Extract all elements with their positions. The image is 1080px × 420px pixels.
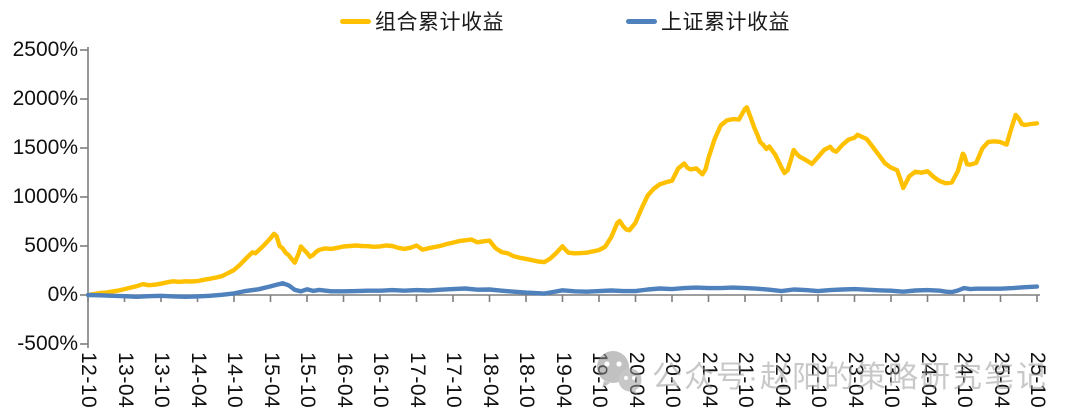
x-axis-label: 24-04 <box>916 352 940 409</box>
y-axis-label: -500% <box>17 332 78 355</box>
y-axis-label: 500% <box>24 234 78 257</box>
x-axis-label: 22-04 <box>770 352 794 409</box>
x-axis-label: 25-10 <box>1026 352 1049 409</box>
x-axis-label: 23-10 <box>880 352 903 409</box>
x-axis-label: 13-04 <box>113 352 137 409</box>
x-axis-label: 12-10 <box>77 352 100 409</box>
series-line-portfolio[interactable] <box>85 105 1040 298</box>
x-axis-label: 20-04 <box>624 352 648 409</box>
index-line-swatch <box>626 18 657 24</box>
legend: 组合累计收益 上证累计收益 <box>0 0 1080 42</box>
x-axis-label: 24-10 <box>953 352 976 409</box>
x-axis-label: 16-10 <box>369 352 392 409</box>
x-axis-label: 22-10 <box>807 352 830 409</box>
x-axis-label: 17-10 <box>442 352 465 409</box>
y-axis-label: 1000% <box>12 185 78 208</box>
legend-label-portfolio: 组合累计收益 <box>375 11 504 34</box>
x-axis-label: 13-10 <box>150 352 173 409</box>
x-axis-label: 18-04 <box>478 352 502 409</box>
portfolio-line-swatch <box>340 18 371 24</box>
x-axis-label: 23-04 <box>843 352 867 409</box>
legend-item-portfolio[interactable]: 组合累计收益 <box>340 0 504 42</box>
y-axis-label: 1500% <box>12 136 78 159</box>
x-axis-label: 16-04 <box>332 352 356 409</box>
x-axis-label: 20-10 <box>661 352 684 409</box>
x-axis-label: 14-10 <box>223 352 246 409</box>
x-axis-label: 18-10 <box>515 352 538 409</box>
x-axis-label: 14-04 <box>186 352 210 409</box>
x-axis-label: 19-10 <box>588 352 611 409</box>
y-axis-label: 2000% <box>12 87 78 110</box>
x-axis-label: 15-04 <box>259 352 283 409</box>
x-axis-label: 25-04 <box>989 352 1013 409</box>
y-axis-label: 2500% <box>12 38 78 61</box>
x-axis-label: 15-10 <box>296 352 319 409</box>
series-line-index[interactable] <box>85 281 1040 299</box>
x-axis-label: 21-04 <box>697 352 721 409</box>
x-axis-label: 19-04 <box>551 352 575 409</box>
legend-item-index[interactable]: 上证累计收益 <box>626 0 790 42</box>
y-axis-label: 0% <box>47 283 78 306</box>
x-axis-label: 17-04 <box>405 352 429 409</box>
legend-label-index: 上证累计收益 <box>661 11 790 34</box>
x-axis-label: 21-10 <box>734 352 757 409</box>
